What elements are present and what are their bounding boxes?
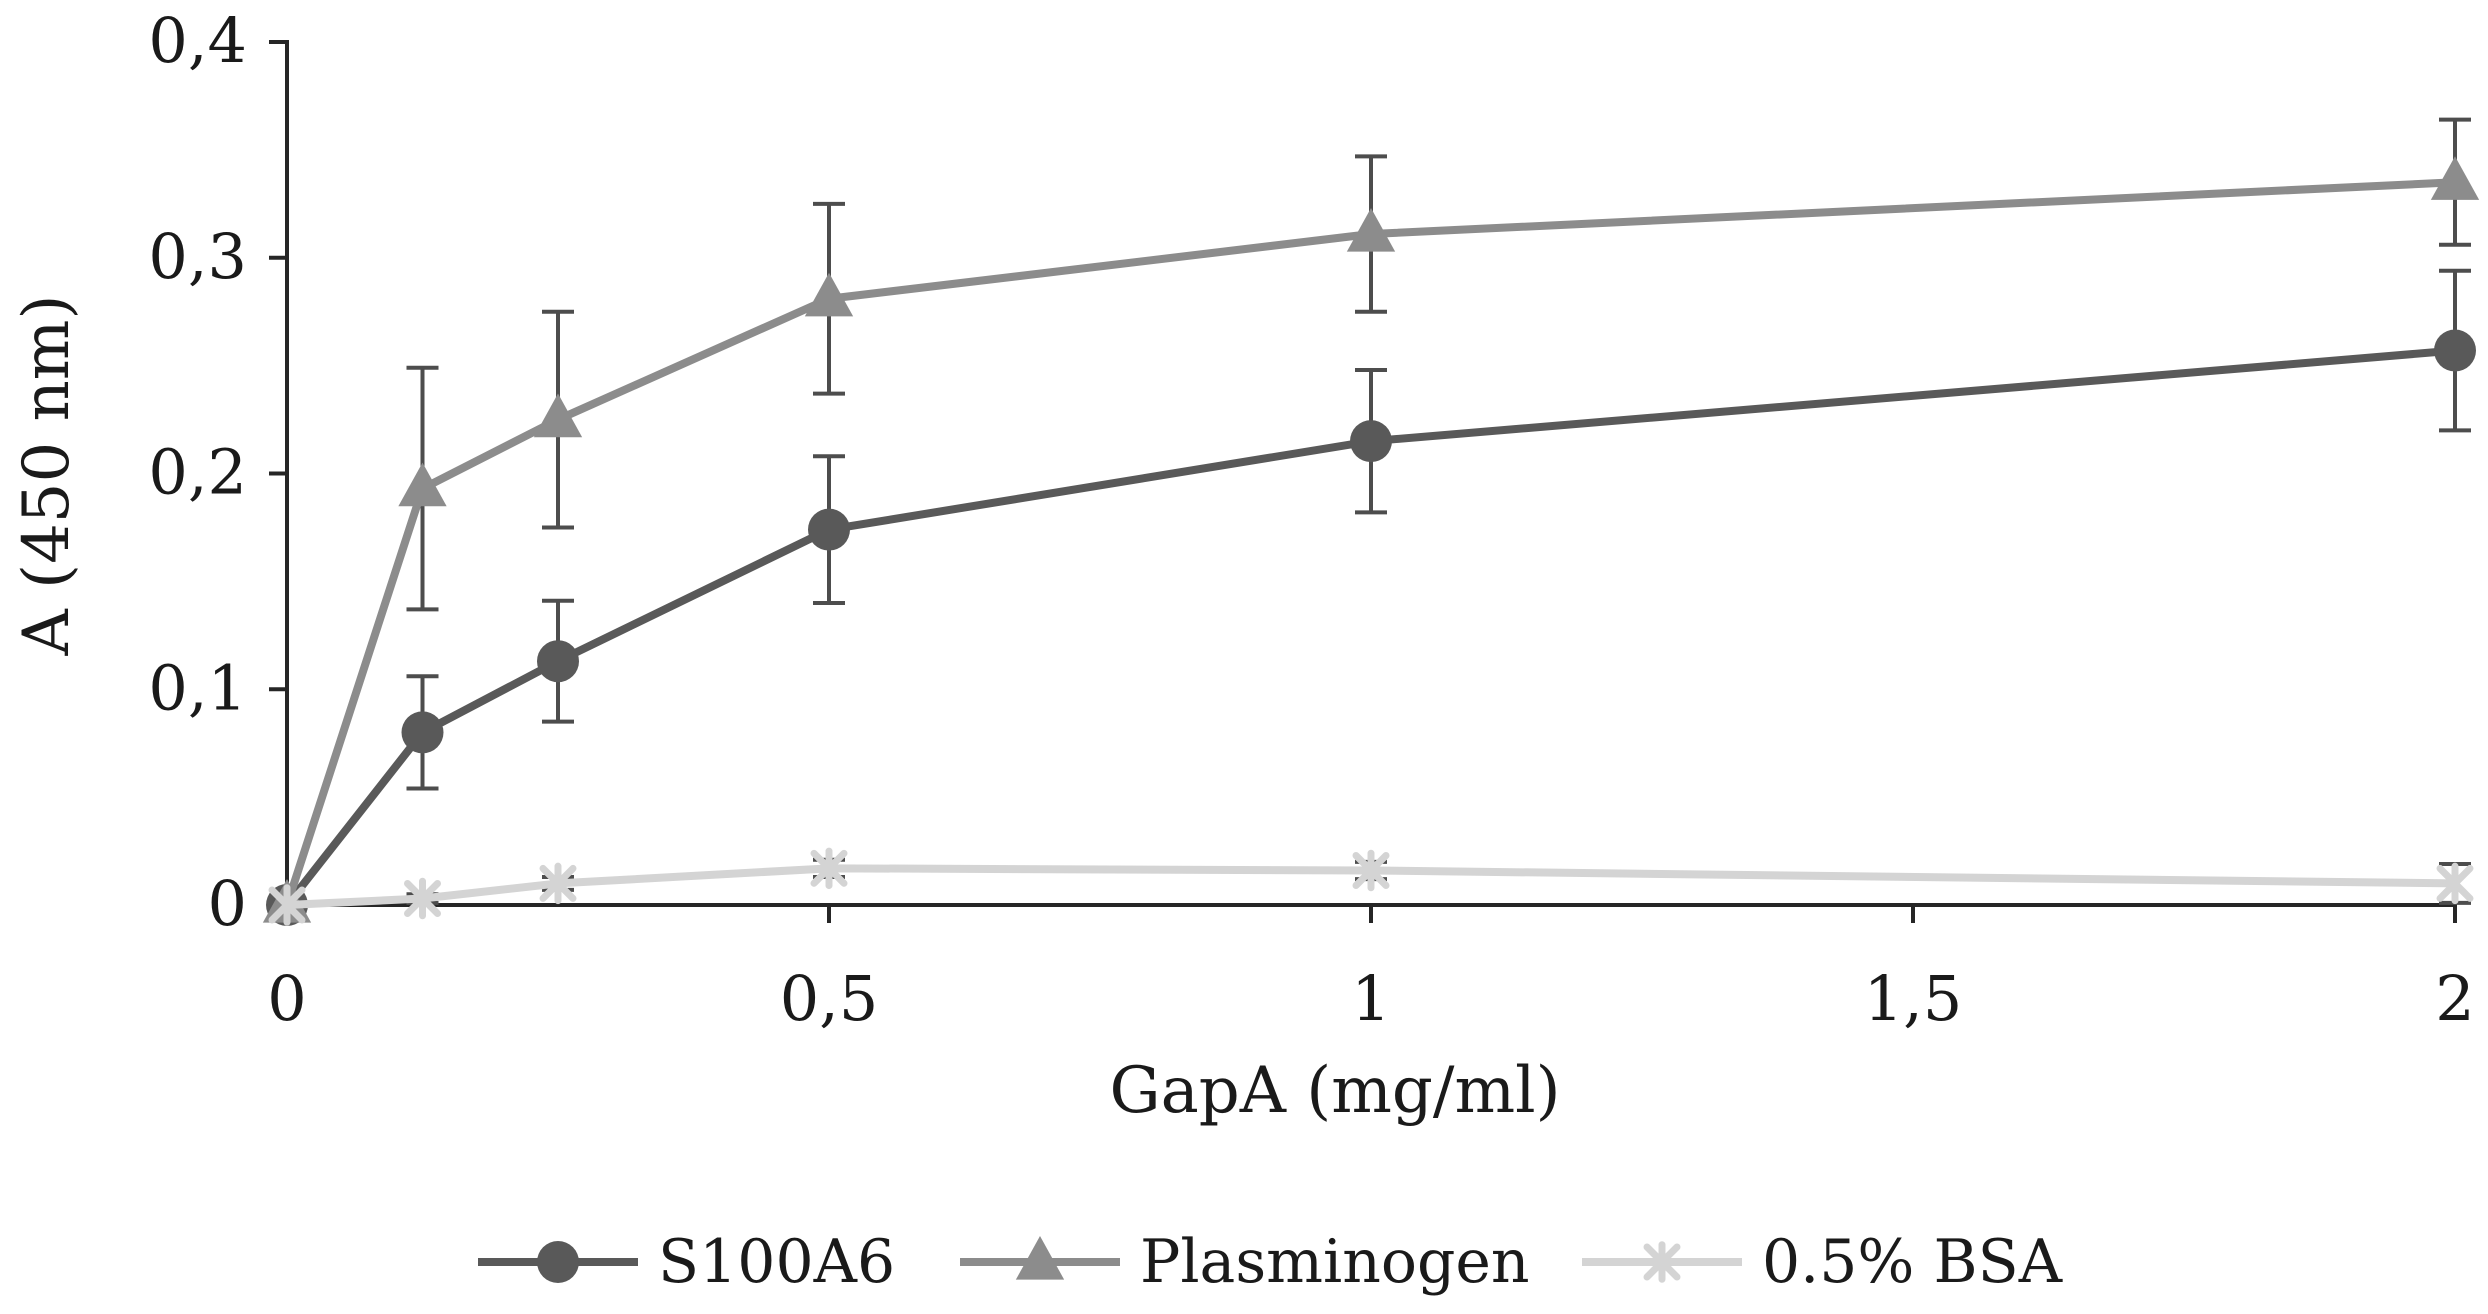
y-tick-label: 0,1 [148, 651, 247, 724]
legend-marker-plasminogen [1015, 1235, 1065, 1280]
plasminogen-data-point [533, 393, 583, 438]
plasminogen-data-point [1346, 207, 1396, 252]
x-tick-label: 0 [267, 962, 306, 1035]
plasminogen-data-point [398, 462, 447, 507]
s100a6-data-point [537, 640, 579, 683]
s100a6-data-point [1350, 420, 1392, 463]
plasminogen-data-point [804, 272, 854, 317]
x-tick-label: 1,5 [1864, 962, 1963, 1035]
x-tick-label: 1 [1351, 962, 1390, 1035]
s100a6-data-point [2434, 329, 2476, 372]
legend-label-plasminogen: Plasminogen [1140, 1227, 1530, 1297]
legend-marker-s100a6 [537, 1241, 579, 1283]
0-5-bsa-data-point [810, 847, 848, 890]
legend-marker-0-5-bsa [1643, 1241, 1681, 1283]
0-5-bsa-data-point [539, 862, 577, 905]
0-5-bsa-data-point [2436, 862, 2474, 905]
s100a6-data-point [401, 711, 444, 754]
0-5-bsa-data-point [1352, 849, 1390, 892]
0-5-bsa-series-line [286, 864, 2456, 909]
y-tick-label: 0,2 [148, 436, 247, 509]
y-tick-label: 0,4 [148, 4, 247, 77]
legend-label-s100a6: S100A6 [658, 1227, 895, 1297]
s100a6-data-point [808, 508, 850, 551]
x-tick-label: 2 [2435, 962, 2474, 1035]
y-tick-label: 0 [208, 867, 247, 940]
0-5-bsa-data-point [268, 884, 306, 926]
x-tick-label: 0,5 [780, 962, 879, 1035]
y-tick-label: 0,3 [148, 220, 247, 293]
plasminogen-data-point [2430, 156, 2480, 200]
y-axis-title: A (450 nm) [10, 295, 84, 657]
0-5-bsa-data-point [404, 877, 441, 920]
x-axis-title: GapA (mg/ml) [1109, 1054, 1560, 1128]
legend-label-0-5-bsa: 0.5% BSA [1762, 1227, 2063, 1297]
plasminogen-series-line [283, 178, 2456, 907]
s100a6-series-line [283, 346, 2456, 908]
